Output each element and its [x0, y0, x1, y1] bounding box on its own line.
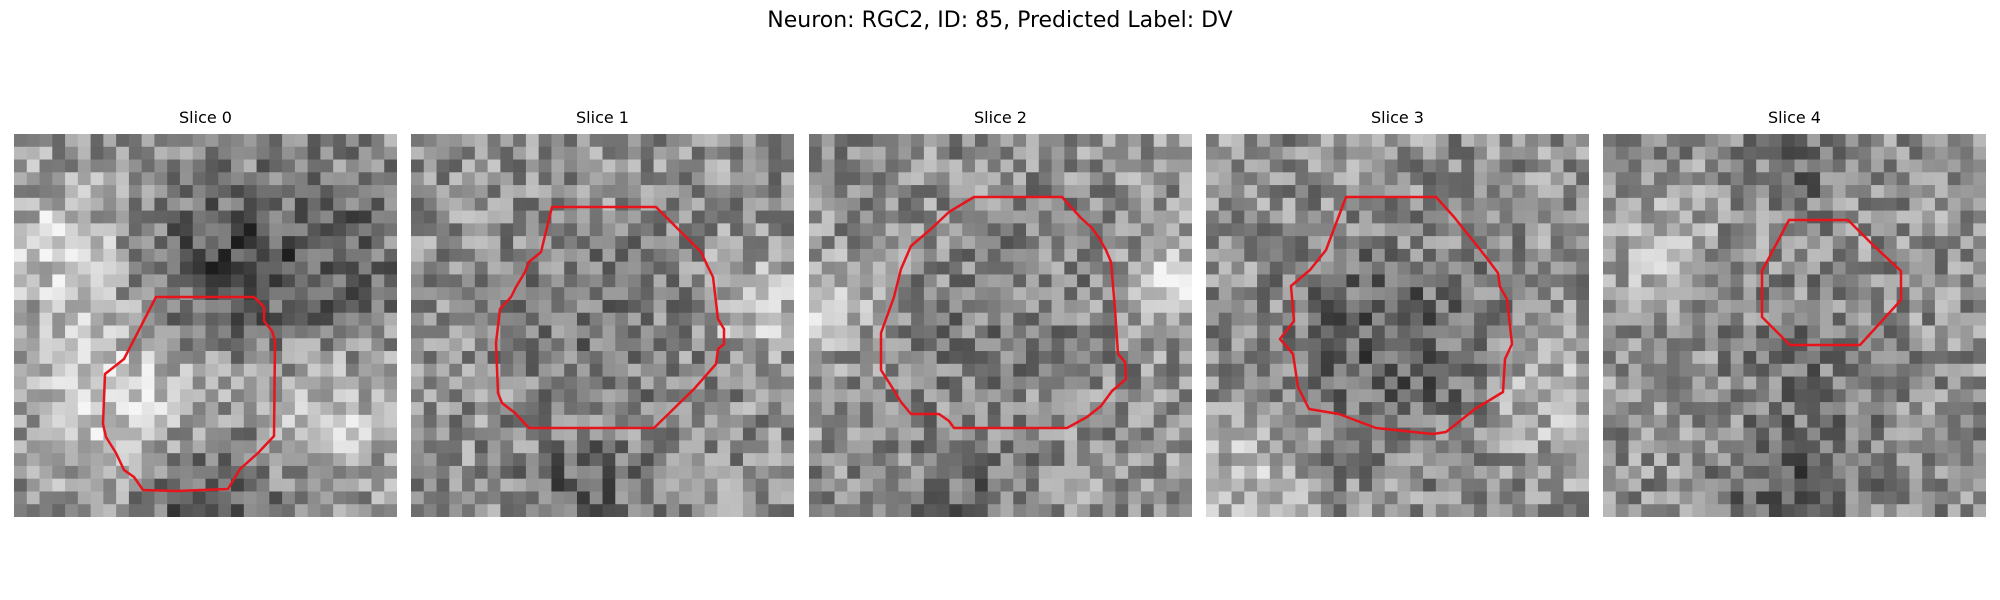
cell-outline: [1278, 195, 1514, 436]
slice-title: Slice 4: [1768, 108, 1821, 127]
slice-title: Slice 1: [576, 108, 629, 127]
grayscale-pixels: [14, 134, 397, 517]
cell-outline: [494, 205, 726, 430]
cell-outline: [1760, 218, 1903, 347]
slice-image: [14, 134, 397, 517]
cell-outline: [101, 295, 277, 493]
slice-title: Slice 0: [179, 108, 232, 127]
slice-image: [411, 134, 794, 517]
grayscale-pixels: [1206, 134, 1589, 517]
figure-title: Neuron: RGC2, ID: 85, Predicted Label: D…: [767, 8, 1233, 33]
cell-outline: [879, 195, 1128, 430]
slice-title: Slice 2: [974, 108, 1027, 127]
slice-image: [1603, 134, 1986, 517]
grayscale-pixels: [1603, 134, 1986, 517]
slice-image: [1206, 134, 1589, 517]
slice-image: [809, 134, 1192, 517]
grayscale-pixels: [809, 134, 1192, 517]
slice-title: Slice 3: [1371, 108, 1424, 127]
grayscale-pixels: [411, 134, 794, 517]
